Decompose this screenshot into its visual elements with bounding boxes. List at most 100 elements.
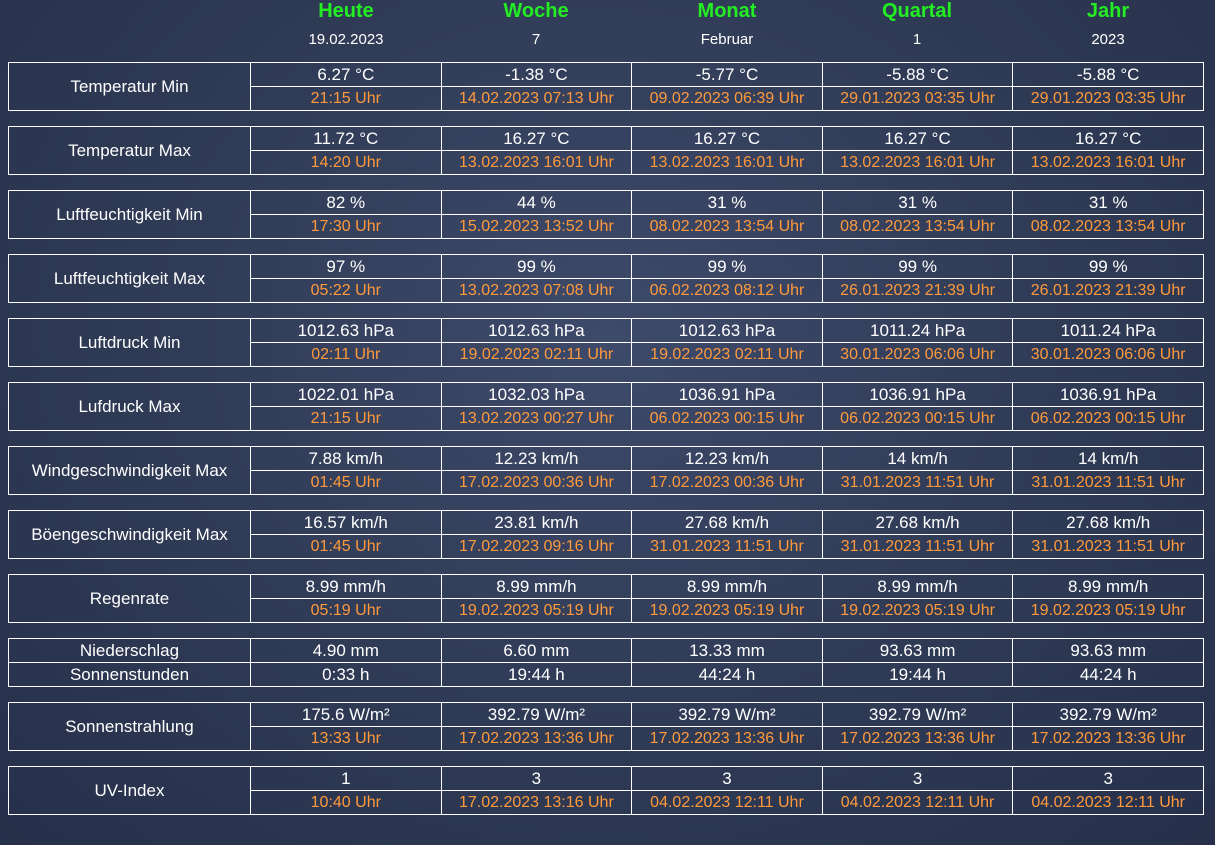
stat-time: 17.02.2023 13:36 Uhr [821,726,1014,751]
stat-value: 8.99 mm/h [1012,574,1204,599]
stat-time: 05:19 Uhr [250,598,442,623]
stat-value: 1011.24 hPa [1012,318,1204,343]
stat-time: 21:15 Uhr [250,406,442,431]
stat-row-niederschlag-sonnenstunden: Niederschlag 4.90 mm 6.60 mm 13.33 mm 93… [8,638,1204,687]
stat-time: 05:22 Uhr [250,278,442,303]
stat-value: 31 % [821,190,1014,215]
stat-value: 13.33 mm [631,638,823,663]
stat-value: -1.38 °C [440,62,633,87]
stat-label: Luftfeuchtigkeit Max [8,254,251,303]
stat-label: Lufdruck Max [8,382,251,431]
stat-time: 13:33 Uhr [250,726,442,751]
stat-value: 82 % [250,190,442,215]
stat-value: 16.27 °C [440,126,633,151]
stat-time: 14:20 Uhr [250,150,442,175]
stat-time: 17.02.2023 13:36 Uhr [631,726,823,751]
stat-time: 13.02.2023 00:27 Uhr [440,406,633,431]
stat-time: 19.02.2023 02:11 Uhr [440,342,633,367]
stat-time: 06.02.2023 08:12 Uhr [631,278,823,303]
stat-value: 1036.91 hPa [631,382,823,407]
stat-row-uv-index: UV-Index 1 3 3 3 3 10:40 Uhr 17.02.2023 … [8,766,1204,815]
stat-value: 1 [250,766,442,791]
stat-value: 44:24 h [631,662,823,687]
stat-value: 27.68 km/h [631,510,823,535]
stat-label: Temperatur Max [8,126,251,175]
stat-value: 1022.01 hPa [250,382,442,407]
stat-label: Sonnenstunden [8,662,251,687]
period-name: Jahr [1086,0,1130,22]
stat-time: 13.02.2023 16:01 Uhr [631,150,823,175]
stat-row-sonnenstrahlung: Sonnenstrahlung 175.6 W/m² 392.79 W/m² 3… [8,702,1204,751]
stat-label: Temperatur Min [8,62,251,111]
period-name: Monat [697,0,757,22]
stat-value: 99 % [631,254,823,279]
stat-row-luftfeuchtigkeit-max: Luftfeuchtigkeit Max 97 % 99 % 99 % 99 %… [8,254,1204,303]
stat-time: 31.01.2023 11:51 Uhr [631,534,823,559]
stat-label: UV-Index [8,766,251,815]
period-header: Heute 19.02.2023 Woche 7 Monat Februar Q… [0,0,1215,60]
stat-value: 1036.91 hPa [821,382,1014,407]
stat-value: 44:24 h [1012,662,1204,687]
stat-label: Luftdruck Min [8,318,251,367]
stat-value: 99 % [440,254,633,279]
stat-value: 11.72 °C [250,126,442,151]
stat-value: 3 [440,766,633,791]
stat-time: 01:45 Uhr [250,470,442,495]
stat-value: 31 % [631,190,823,215]
stat-row-windgeschwindigkeit-max: Windgeschwindigkeit Max 7.88 km/h 12.23 … [8,446,1204,495]
stat-time: 17:30 Uhr [250,214,442,239]
stat-value: 3 [821,766,1014,791]
stat-value: 3 [1012,766,1204,791]
stat-time: 31.01.2023 11:51 Uhr [821,470,1014,495]
stat-value: 16.57 km/h [250,510,442,535]
stat-time: 19.02.2023 02:11 Uhr [631,342,823,367]
stat-value: 27.68 km/h [821,510,1014,535]
stat-time: 08.02.2023 13:54 Uhr [1012,214,1204,239]
stat-value: 16.27 °C [821,126,1014,151]
stat-value: 1012.63 hPa [250,318,442,343]
stat-time: 19.02.2023 05:19 Uhr [440,598,633,623]
period-value: 1 [912,31,922,48]
stat-time: 13.02.2023 16:01 Uhr [1012,150,1204,175]
stat-time: 06.02.2023 00:15 Uhr [631,406,823,431]
stat-value: 93.63 mm [821,638,1014,663]
stat-value: 1012.63 hPa [440,318,633,343]
period-name: Heute [318,0,374,22]
stat-value: 8.99 mm/h [821,574,1014,599]
stat-value: 93.63 mm [1012,638,1204,663]
stat-value: 6.60 mm [440,638,633,663]
stat-value: 99 % [821,254,1014,279]
stat-value: 1036.91 hPa [1012,382,1204,407]
stat-row-temperatur-min: Temperatur Min 6.27 °C -1.38 °C -5.77 °C… [8,62,1204,111]
stat-value: -5.88 °C [1012,62,1204,87]
stat-value: 4.90 mm [250,638,442,663]
stat-time: 08.02.2023 13:54 Uhr [821,214,1014,239]
stat-label: Böengeschwindigkeit Max [8,510,251,559]
stat-time: 30.01.2023 06:06 Uhr [821,342,1014,367]
stat-value: 175.6 W/m² [250,702,442,727]
stat-row-luftdruck-min: Luftdruck Min 1012.63 hPa 1012.63 hPa 10… [8,318,1204,367]
stat-time: 15.02.2023 13:52 Uhr [440,214,633,239]
stat-row-luftfeuchtigkeit-min: Luftfeuchtigkeit Min 82 % 44 % 31 % 31 %… [8,190,1204,239]
stat-value: 44 % [440,190,633,215]
stat-value: 31 % [1012,190,1204,215]
period-value: 7 [531,31,541,48]
stat-row-luftdruck-max: Lufdruck Max 1022.01 hPa 1032.03 hPa 103… [8,382,1204,431]
stat-time: 26.01.2023 21:39 Uhr [1012,278,1204,303]
stat-value: 8.99 mm/h [631,574,823,599]
stat-value: 16.27 °C [631,126,823,151]
stat-time: 09.02.2023 06:39 Uhr [631,86,823,111]
stat-time: 17.02.2023 09:16 Uhr [440,534,633,559]
stat-value: 23.81 km/h [440,510,633,535]
stat-label: Luftfeuchtigkeit Min [8,190,251,239]
stat-time: 31.01.2023 11:51 Uhr [821,534,1014,559]
stat-value: 27.68 km/h [1012,510,1204,535]
stat-time: 17.02.2023 13:16 Uhr [440,790,633,815]
stat-time: 04.02.2023 12:11 Uhr [631,790,823,815]
stat-value: 6.27 °C [250,62,442,87]
period-value: Februar [700,31,754,48]
stat-row-temperatur-max: Temperatur Max 11.72 °C 16.27 °C 16.27 °… [8,126,1204,175]
stat-time: 31.01.2023 11:51 Uhr [1012,470,1204,495]
stat-time: 04.02.2023 12:11 Uhr [821,790,1014,815]
stat-value: 12.23 km/h [631,446,823,471]
